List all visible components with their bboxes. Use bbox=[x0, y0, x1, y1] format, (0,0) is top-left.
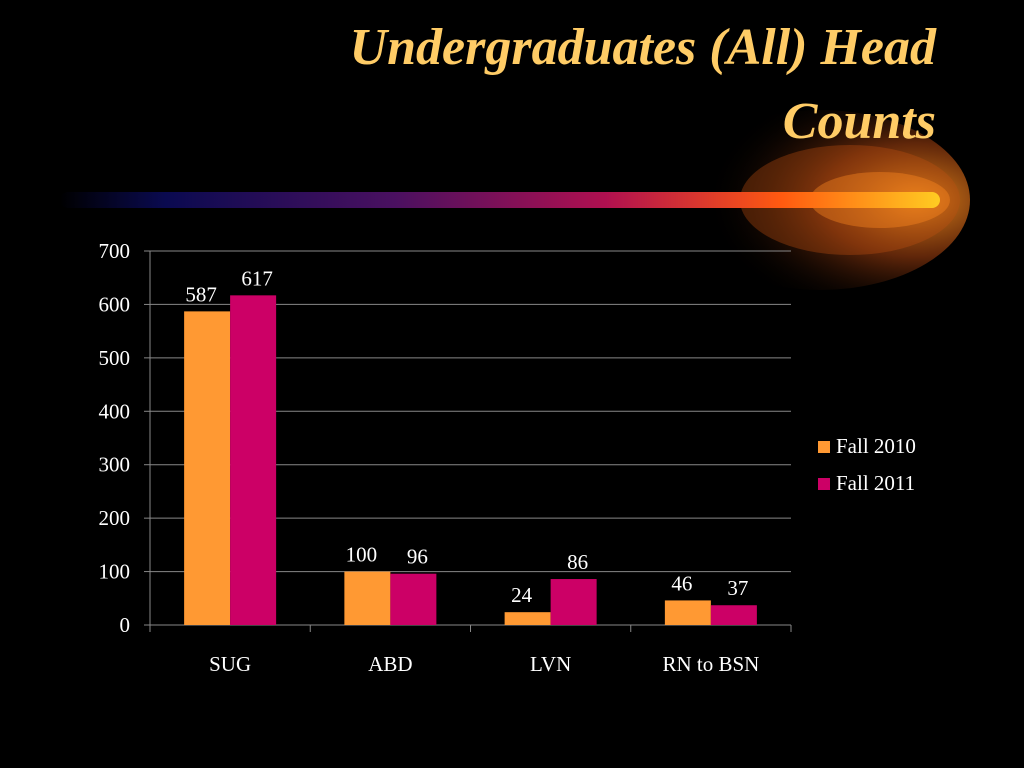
data-label: 46 bbox=[671, 571, 692, 595]
bar-2 bbox=[390, 573, 437, 625]
chart-data-labels: 587 617 100 96 24 86 46 37 bbox=[185, 266, 748, 607]
chart-legend: Fall 2010 Fall 2011 bbox=[818, 428, 916, 502]
bar-1 bbox=[184, 311, 231, 625]
legend-swatch-series-2 bbox=[818, 477, 830, 490]
legend-label-series-1: Fall 2010 bbox=[836, 434, 916, 458]
y-axis-tick-label: 700 bbox=[99, 239, 131, 263]
y-axis-tick-label: 100 bbox=[99, 560, 131, 584]
y-axis-tick-label: 600 bbox=[99, 292, 131, 316]
y-axis-tick-labels: 0 100 200 300 400 500 600 700 bbox=[99, 239, 131, 637]
bar-2 bbox=[710, 605, 757, 625]
y-axis-tick-label: 300 bbox=[99, 453, 131, 477]
y-axis-tick-label: 500 bbox=[99, 346, 131, 370]
data-label: 587 bbox=[185, 282, 217, 306]
data-label: 37 bbox=[727, 576, 748, 600]
data-label: 96 bbox=[407, 545, 428, 569]
data-label: 617 bbox=[241, 266, 273, 290]
legend-swatch-series-1 bbox=[818, 440, 830, 453]
bar-1 bbox=[504, 612, 551, 625]
data-label: 86 bbox=[567, 550, 588, 574]
legend-item-series-2: Fall 2011 bbox=[818, 465, 916, 502]
bar-2 bbox=[550, 579, 597, 625]
data-label: 100 bbox=[346, 543, 378, 567]
legend-label-series-2: Fall 2011 bbox=[836, 471, 916, 495]
x-axis-category-labels: SUG ABD LVN RN to BSN bbox=[209, 652, 759, 676]
slide-title-line-2: Counts bbox=[782, 93, 936, 150]
slide-title-line-1: Undergraduates (All) Head bbox=[349, 19, 936, 76]
y-axis-tick-label: 200 bbox=[99, 506, 131, 530]
chart-bars bbox=[184, 295, 757, 625]
y-axis-tick-label: 0 bbox=[120, 613, 131, 637]
x-axis-category-label: SUG bbox=[209, 652, 251, 676]
data-label: 24 bbox=[511, 583, 533, 607]
bar-1 bbox=[664, 600, 711, 625]
y-axis-tick-label: 400 bbox=[99, 399, 131, 423]
x-axis-category-label: LVN bbox=[530, 652, 571, 676]
x-axis-category-label: ABD bbox=[368, 652, 412, 676]
legend-item-series-1: Fall 2010 bbox=[818, 428, 916, 465]
slide-title: Undergraduates (All) Head Counts bbox=[176, 22, 936, 170]
x-axis-category-label: RN to BSN bbox=[662, 652, 759, 676]
bar-2 bbox=[230, 295, 277, 625]
bar-1 bbox=[344, 571, 391, 625]
